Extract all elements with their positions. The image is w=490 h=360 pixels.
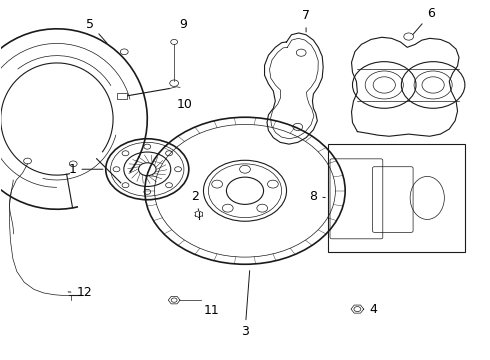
- Text: 8: 8: [309, 190, 325, 203]
- Text: 11: 11: [203, 304, 219, 317]
- Text: 9: 9: [179, 18, 187, 31]
- Bar: [117, 93, 127, 99]
- Text: 7: 7: [302, 9, 310, 32]
- Text: 2: 2: [191, 190, 199, 210]
- Text: 12: 12: [68, 287, 92, 300]
- Text: 4: 4: [369, 303, 377, 316]
- Text: 10: 10: [176, 98, 193, 111]
- Text: 1: 1: [69, 163, 103, 176]
- Bar: [328, 144, 465, 252]
- Text: 6: 6: [413, 8, 435, 35]
- Text: 5: 5: [86, 18, 107, 43]
- Text: 3: 3: [241, 271, 250, 338]
